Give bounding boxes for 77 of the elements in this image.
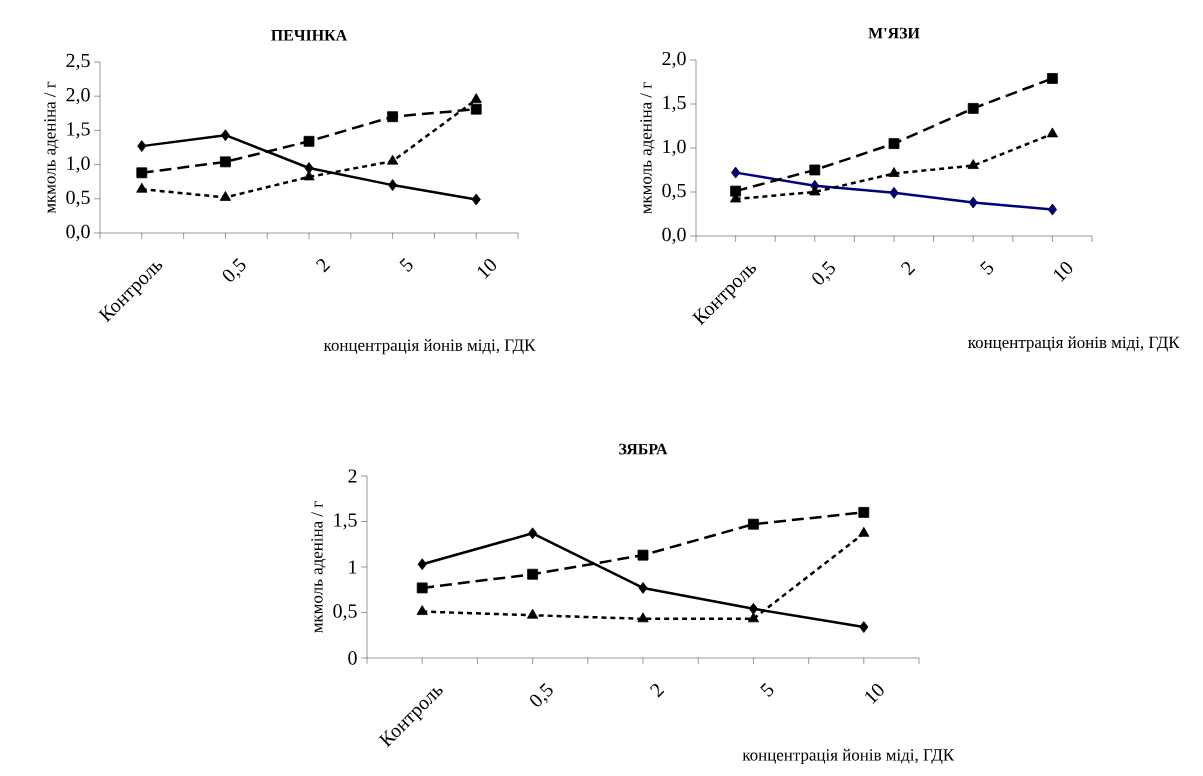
y-tick-label: 0,5 — [66, 190, 90, 207]
chart-title: ЗЯБРА — [619, 443, 668, 455]
point — [748, 602, 758, 615]
y-tick-label: 1,5 — [67, 122, 90, 139]
x-axis-title: концентрація йонів міді, ГДК — [968, 336, 1180, 352]
point — [527, 568, 539, 580]
point — [637, 549, 649, 561]
y-tick-label: 1,5 — [334, 513, 357, 530]
y-axis-title: мкмоль аденіна / г — [311, 501, 326, 633]
point — [809, 164, 821, 176]
point — [219, 191, 232, 201]
x-tick-label: 10 — [1053, 262, 1073, 282]
point — [858, 526, 870, 537]
point — [888, 167, 900, 177]
point — [470, 103, 482, 115]
y-tick-label: 2,5 — [66, 53, 90, 71]
y-tick-label: 0 — [348, 651, 357, 665]
point — [967, 102, 979, 114]
point — [637, 612, 649, 623]
y-tick-label: 0,0 — [662, 227, 686, 245]
point — [638, 582, 648, 594]
point — [731, 166, 741, 179]
y-tick-label: 0,5 — [333, 604, 357, 621]
x-tick-label: 10 — [477, 259, 497, 279]
point — [136, 167, 148, 179]
x-tick-label: 2 — [900, 262, 916, 276]
y-tick-label: 0,5 — [662, 183, 686, 201]
y-tick-label: 2 — [348, 469, 357, 483]
y-tick-label: 1,0 — [67, 156, 90, 173]
y-axis-title: мкмоль аденіна / г — [44, 81, 59, 214]
y-tick-label: 1,0 — [663, 139, 686, 157]
chart-title: М'ЯЗИ — [868, 27, 920, 39]
x-tick-label: 0,5 — [530, 683, 553, 707]
chart-title: ПЕЧІНКА — [271, 29, 348, 41]
x-tick-label: 5 — [399, 257, 413, 272]
point — [1046, 127, 1059, 138]
point — [967, 159, 979, 169]
point — [387, 154, 399, 165]
point — [888, 138, 900, 149]
point — [858, 506, 870, 518]
x-tick-label: 0,5 — [222, 258, 246, 282]
point — [303, 135, 315, 147]
point — [416, 582, 428, 594]
point — [859, 621, 869, 633]
x-tick-label: 2 — [315, 259, 331, 273]
x-axis-title: концентрація йонів міді, ГДК — [742, 748, 955, 765]
x-tick-label: 5 — [760, 682, 774, 697]
point — [528, 527, 538, 540]
point — [527, 608, 539, 619]
point — [388, 179, 398, 191]
point — [1047, 203, 1057, 216]
point — [747, 612, 760, 623]
x-axis-title: концентрація йонів міді, ГДК — [323, 339, 536, 355]
x-tick-label: 5 — [980, 260, 994, 275]
point — [137, 140, 147, 153]
point — [387, 111, 399, 123]
x-tick-label: 0,5 — [812, 261, 835, 285]
y-tick-label: 1 — [349, 560, 357, 574]
point — [1047, 73, 1058, 84]
point — [417, 558, 427, 571]
x-tick-label: 10 — [865, 684, 884, 704]
point — [416, 605, 428, 615]
point — [889, 186, 899, 199]
y-tick-label: 1,5 — [663, 95, 686, 113]
point — [470, 93, 482, 103]
point — [748, 518, 759, 530]
point — [968, 196, 978, 209]
y-tick-label: 0,0 — [66, 224, 90, 242]
y-tick-label: 2,0 — [66, 88, 90, 105]
y-axis-title: мкмоль аденіна / г — [640, 82, 655, 214]
x-tick-label: 2 — [649, 684, 665, 698]
point — [471, 193, 481, 206]
point — [220, 156, 231, 168]
point — [809, 185, 821, 196]
point — [136, 182, 148, 193]
point — [220, 129, 230, 142]
y-tick-label: 2,0 — [662, 51, 686, 69]
